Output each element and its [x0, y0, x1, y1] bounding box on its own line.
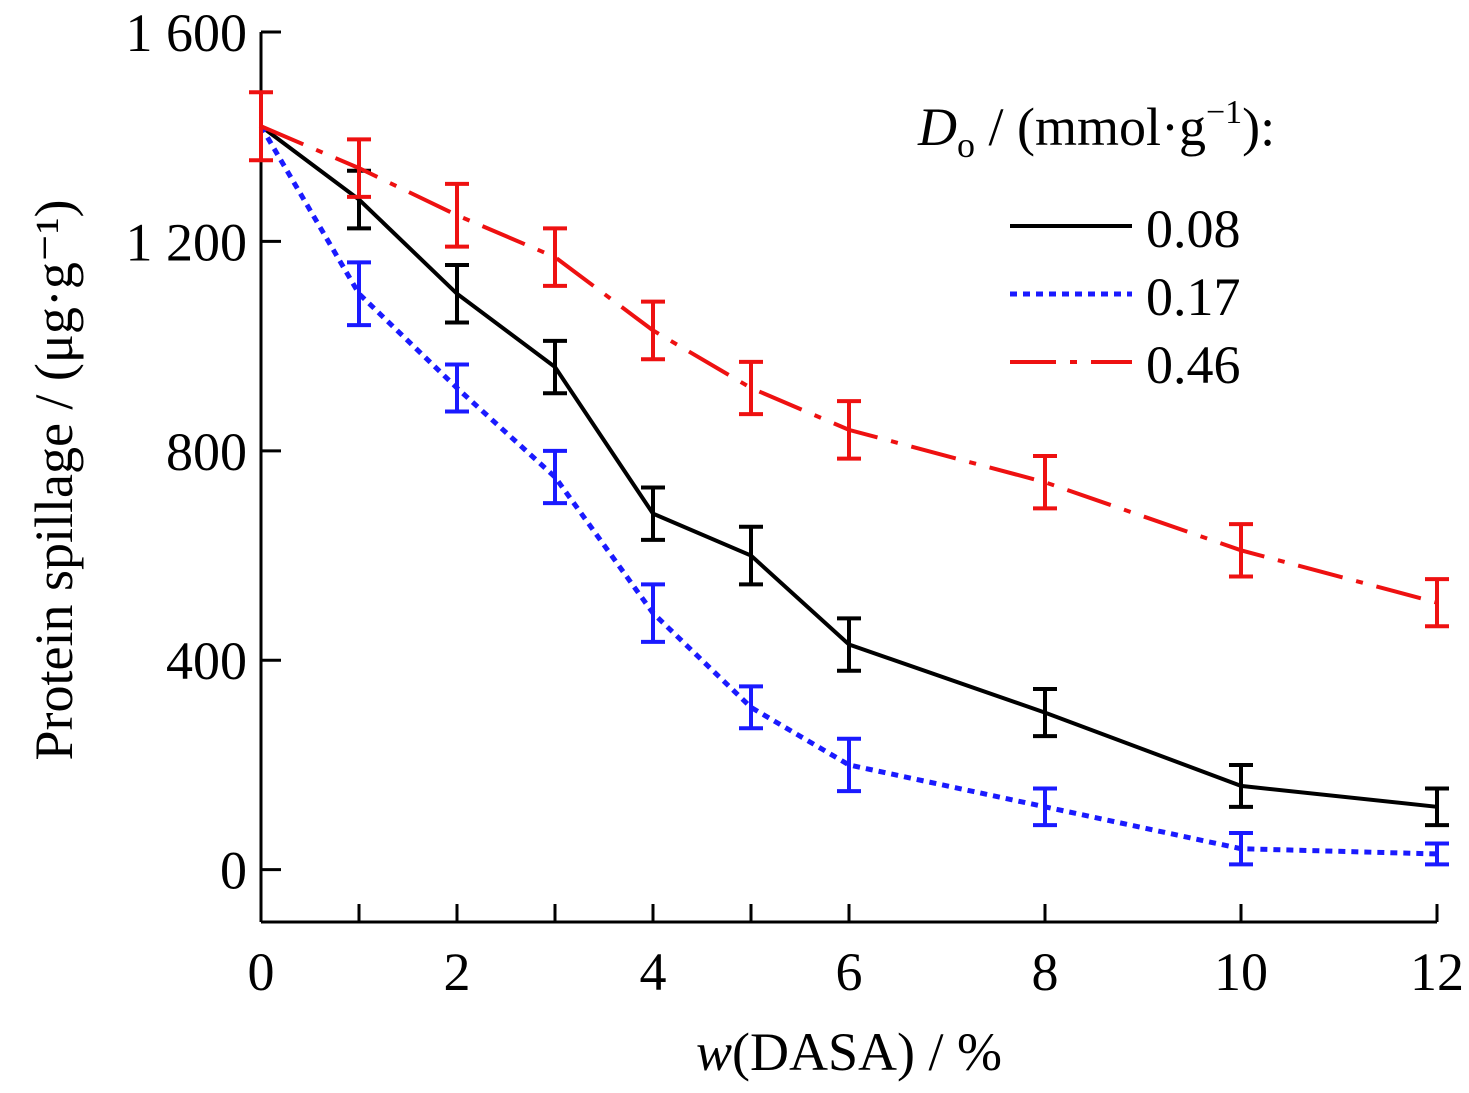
error-bar-2-7 [1033, 454, 1057, 511]
ticks: 0 2 4 6 8 10 12 0 400 800 1 200 1 600 [126, 3, 1465, 1002]
y-tick-label-2: 800 [166, 422, 247, 482]
series-2 [249, 90, 1449, 629]
error-bar-0-2 [445, 262, 469, 325]
error-bar-1-2 [445, 362, 469, 414]
axis-labels: w(DASA) / % Protein spillage / (μg·g⁻¹) [24, 199, 1002, 1082]
error-bar-1-6 [837, 736, 861, 794]
x-tick-label-5: 10 [1214, 942, 1268, 1002]
y-axis-title: Protein spillage / (μg·g⁻¹) [24, 199, 84, 760]
y-tick-label-0: 0 [220, 841, 247, 901]
error-bar-2-5 [739, 359, 763, 417]
x-tick-label-0: 0 [248, 942, 275, 1002]
error-bar-1-3 [543, 448, 567, 506]
legend: Do / (mmol·g−1): 0.08 0.17 0.46 [917, 94, 1275, 395]
error-bar-1-1 [347, 260, 371, 328]
error-bar-0-7 [1033, 687, 1057, 739]
error-bar-1-5 [739, 684, 763, 731]
x-tick-label-1: 2 [444, 942, 471, 1002]
error-bar-0-6 [837, 616, 861, 673]
y-tick-label-4: 1 600 [126, 3, 248, 63]
y-tick-label-1: 400 [166, 631, 247, 691]
x-axis-title-var: w [696, 1022, 732, 1082]
legend-title-var: D [917, 97, 957, 157]
legend-title: Do / (mmol·g−1): [917, 94, 1275, 165]
error-bar-0-9 [1425, 786, 1449, 828]
error-bar-0-5 [739, 524, 763, 587]
error-bar-0-8 [1229, 762, 1253, 809]
error-bar-2-9 [1425, 577, 1449, 629]
legend-label-1: 0.17 [1146, 267, 1241, 327]
legend-title-rest: / (mmol·g [975, 97, 1206, 157]
x-tick-label-2: 4 [640, 942, 667, 1002]
error-bar-2-4 [641, 299, 665, 362]
series-group [249, 90, 1449, 867]
error-bar-0-4 [641, 485, 665, 542]
series-1 [258, 124, 1449, 867]
legend-label-2: 0.46 [1146, 335, 1241, 395]
legend-title-end: ): [1242, 97, 1275, 157]
series-line-1 [258, 124, 1438, 857]
legend-title-sub: o [957, 125, 975, 165]
x-tick-label-4: 8 [1032, 942, 1059, 1002]
error-bar-1-7 [1033, 786, 1057, 828]
error-bar-2-0 [249, 90, 273, 163]
error-bar-2-6 [837, 399, 861, 461]
error-bar-1-4 [641, 582, 665, 644]
series-0 [259, 124, 1449, 828]
legend-title-sup: −1 [1206, 94, 1242, 131]
series-line-0 [259, 124, 1438, 809]
error-bar-1-9 [1425, 841, 1449, 867]
x-tick-label-3: 6 [836, 942, 863, 1002]
x-axis-title: w(DASA) / % [696, 1022, 1002, 1082]
series-line-2 [260, 124, 1438, 605]
x-axis-title-rest: (DASA) / % [732, 1022, 1002, 1082]
error-bar-2-3 [543, 226, 567, 288]
error-bar-2-1 [347, 137, 371, 199]
x-tick-label-6: 12 [1410, 942, 1464, 1002]
error-bar-2-8 [1229, 522, 1253, 579]
y-tick-label-3: 1 200 [126, 212, 248, 272]
error-bar-2-2 [445, 181, 469, 249]
legend-label-0: 0.08 [1146, 199, 1241, 259]
error-bar-0-3 [543, 338, 567, 396]
error-bar-1-8 [1229, 831, 1253, 867]
